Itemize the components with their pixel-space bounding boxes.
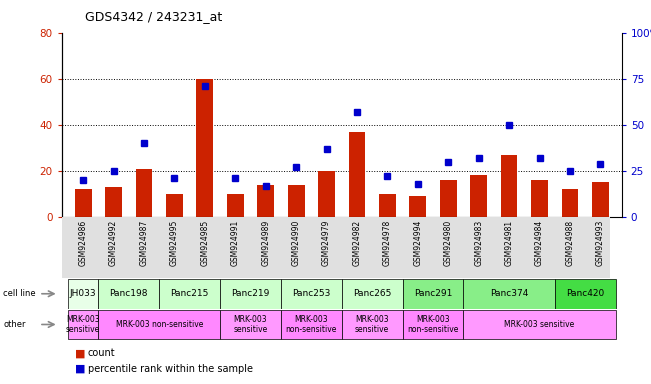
Text: GSM924985: GSM924985	[201, 220, 210, 266]
Bar	[409, 196, 426, 217]
Text: ■: ■	[75, 364, 85, 374]
Bar	[105, 187, 122, 217]
Text: Panc374: Panc374	[490, 289, 529, 298]
Text: JH033: JH033	[70, 289, 96, 298]
FancyBboxPatch shape	[555, 279, 616, 308]
Text: MRK-003 sensitive: MRK-003 sensitive	[505, 320, 575, 329]
Text: GSM924991: GSM924991	[231, 220, 240, 266]
FancyBboxPatch shape	[342, 310, 402, 339]
Text: percentile rank within the sample: percentile rank within the sample	[88, 364, 253, 374]
Text: MRK-003 non-sensitive: MRK-003 non-sensitive	[115, 320, 203, 329]
Bar	[227, 194, 243, 217]
Bar	[592, 182, 609, 217]
FancyBboxPatch shape	[159, 279, 220, 308]
Bar	[531, 180, 548, 217]
FancyBboxPatch shape	[62, 217, 609, 278]
FancyBboxPatch shape	[68, 279, 98, 308]
Text: MRK-003
sensitive: MRK-003 sensitive	[66, 315, 100, 334]
Bar	[501, 155, 518, 217]
Bar	[562, 189, 578, 217]
Text: GSM924988: GSM924988	[566, 220, 574, 266]
FancyBboxPatch shape	[281, 279, 342, 308]
Text: GSM924993: GSM924993	[596, 220, 605, 266]
FancyBboxPatch shape	[402, 310, 464, 339]
Text: count: count	[88, 348, 115, 358]
Text: GSM924979: GSM924979	[322, 220, 331, 266]
Text: GSM924981: GSM924981	[505, 220, 514, 266]
Text: MRK-003
sensitive: MRK-003 sensitive	[355, 315, 389, 334]
Text: Panc265: Panc265	[353, 289, 391, 298]
Bar	[257, 185, 274, 217]
Bar	[166, 194, 183, 217]
FancyBboxPatch shape	[220, 310, 281, 339]
Text: Panc198: Panc198	[109, 289, 148, 298]
Text: Panc420: Panc420	[566, 289, 604, 298]
Text: GSM924992: GSM924992	[109, 220, 118, 266]
FancyBboxPatch shape	[342, 279, 402, 308]
Bar	[75, 189, 92, 217]
FancyBboxPatch shape	[98, 279, 159, 308]
Bar	[197, 79, 214, 217]
Text: GSM924995: GSM924995	[170, 220, 179, 266]
Text: ■: ■	[75, 348, 85, 358]
Text: GSM924990: GSM924990	[292, 220, 301, 266]
Text: GSM924980: GSM924980	[444, 220, 452, 266]
Text: GSM924989: GSM924989	[261, 220, 270, 266]
Text: Panc219: Panc219	[231, 289, 270, 298]
Text: GSM924982: GSM924982	[352, 220, 361, 266]
FancyBboxPatch shape	[464, 310, 616, 339]
FancyBboxPatch shape	[220, 279, 281, 308]
Text: GSM924983: GSM924983	[474, 220, 483, 266]
Bar	[349, 132, 365, 217]
Text: MRK-003
non-sensitive: MRK-003 non-sensitive	[408, 315, 459, 334]
Text: other: other	[3, 320, 26, 329]
Text: GDS4342 / 243231_at: GDS4342 / 243231_at	[85, 10, 222, 23]
Bar	[135, 169, 152, 217]
FancyBboxPatch shape	[281, 310, 342, 339]
Text: MRK-003
sensitive: MRK-003 sensitive	[233, 315, 268, 334]
Text: Panc291: Panc291	[414, 289, 452, 298]
Bar	[440, 180, 456, 217]
Bar	[318, 171, 335, 217]
Bar	[379, 194, 396, 217]
Text: Panc253: Panc253	[292, 289, 331, 298]
FancyBboxPatch shape	[68, 310, 98, 339]
FancyBboxPatch shape	[98, 310, 220, 339]
Text: GSM924978: GSM924978	[383, 220, 392, 266]
Bar	[288, 185, 305, 217]
Bar	[470, 175, 487, 217]
FancyBboxPatch shape	[402, 279, 464, 308]
Text: cell line: cell line	[3, 289, 36, 298]
Text: GSM924994: GSM924994	[413, 220, 422, 266]
Text: MRK-003
non-sensitive: MRK-003 non-sensitive	[286, 315, 337, 334]
Text: GSM924986: GSM924986	[79, 220, 88, 266]
FancyBboxPatch shape	[464, 279, 555, 308]
Text: Panc215: Panc215	[171, 289, 209, 298]
Text: GSM924987: GSM924987	[139, 220, 148, 266]
Text: GSM924984: GSM924984	[535, 220, 544, 266]
